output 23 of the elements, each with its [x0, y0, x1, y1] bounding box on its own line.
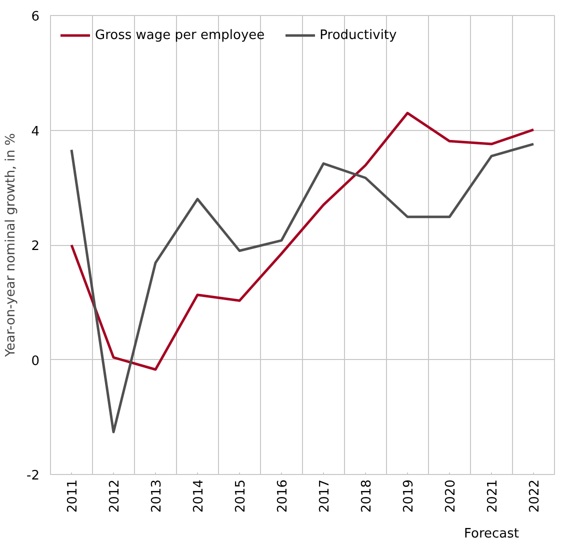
x-tick-label: 2019 [402, 479, 416, 513]
y-tick-label: 0 [31, 354, 40, 369]
x-tick-label: 2018 [360, 479, 374, 513]
x-tick-label: 2015 [234, 479, 248, 513]
x-tick-label: 2021 [486, 479, 500, 513]
line-series [70, 112, 535, 371]
x-tick-label: 2012 [108, 479, 122, 513]
legend-label: Productivity [320, 28, 397, 42]
x-tick-label: 2013 [150, 479, 164, 513]
line-series [70, 142, 535, 434]
x-tick-label: 2016 [276, 479, 290, 513]
y-axis-title: Year-on-year nominal growth, in % [4, 133, 19, 358]
x-tick-label: 2014 [192, 479, 206, 513]
y-tick-label: 4 [31, 124, 40, 140]
x-tick-label: 2011 [66, 479, 80, 513]
y-tick-label: 2 [31, 239, 40, 254]
x-tick-label: 2017 [318, 479, 332, 513]
text: Forecast [464, 526, 520, 542]
x-tick-label: 2022 [528, 479, 542, 513]
y-tick-label: 6 [31, 10, 40, 24]
y-tick-label: -2 [26, 468, 40, 484]
legend-label: Gross wage per employee [95, 28, 265, 42]
x-tick-label: 2020 [444, 479, 458, 513]
